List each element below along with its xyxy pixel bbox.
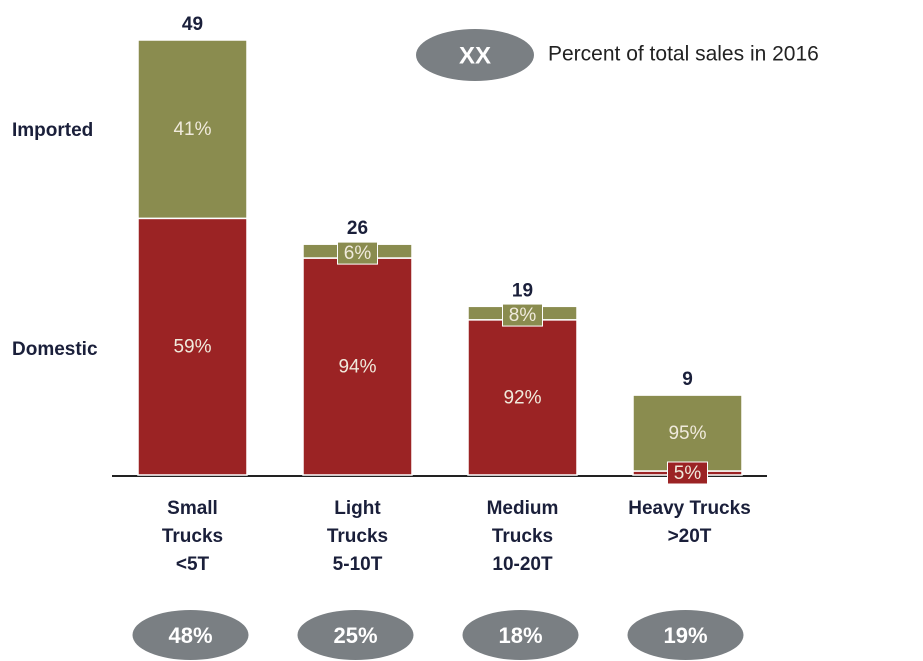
x-tick-label: Trucks — [327, 526, 388, 547]
row-label: Domestic — [12, 339, 98, 360]
x-tick-label: Small — [167, 498, 218, 519]
x-tick-label: >20T — [668, 526, 712, 547]
segment-label: 5% — [674, 463, 702, 484]
share-label: 19% — [663, 623, 707, 648]
segment-label-box — [502, 303, 543, 327]
total-label: 9 — [682, 369, 693, 390]
segment-label: 92% — [503, 387, 541, 408]
total-label: 19 — [512, 280, 533, 301]
bar-segment — [302, 257, 413, 476]
row-label: Imported — [12, 120, 93, 141]
x-tick-label: 10-20T — [492, 554, 553, 575]
share-badge — [627, 610, 744, 660]
bar-segment — [137, 217, 248, 476]
segment-label: 59% — [173, 337, 211, 358]
x-tick-label: Heavy Trucks — [628, 498, 751, 519]
share-badge — [297, 610, 414, 660]
x-tick-label: Light — [334, 498, 381, 519]
segment-label-box — [337, 241, 378, 265]
share-badge — [462, 610, 579, 660]
segment-label: 95% — [668, 423, 706, 444]
share-badge — [132, 610, 249, 660]
legend-marker — [416, 29, 534, 81]
share-label: 48% — [168, 623, 212, 648]
total-label: 26 — [347, 218, 368, 239]
legend-text: Percent of total sales in 2016 — [548, 43, 819, 66]
segment-label: 6% — [344, 243, 372, 264]
share-label: 18% — [498, 623, 542, 648]
segment-label-box — [667, 461, 708, 485]
x-tick-label: 5-10T — [333, 554, 383, 575]
bar-segment — [137, 39, 248, 220]
x-tick-label: Medium — [487, 498, 559, 519]
legend-marker-label: XX — [459, 42, 491, 69]
total-label: 49 — [182, 14, 203, 35]
segment-label: 41% — [173, 119, 211, 140]
segment-label: 94% — [338, 357, 376, 378]
x-tick-label: Trucks — [492, 526, 553, 547]
bar-segment — [632, 394, 743, 472]
x-tick-label: Trucks — [162, 526, 223, 547]
share-label: 25% — [333, 623, 377, 648]
segment-label: 8% — [509, 305, 537, 326]
x-tick-label: <5T — [176, 554, 210, 575]
